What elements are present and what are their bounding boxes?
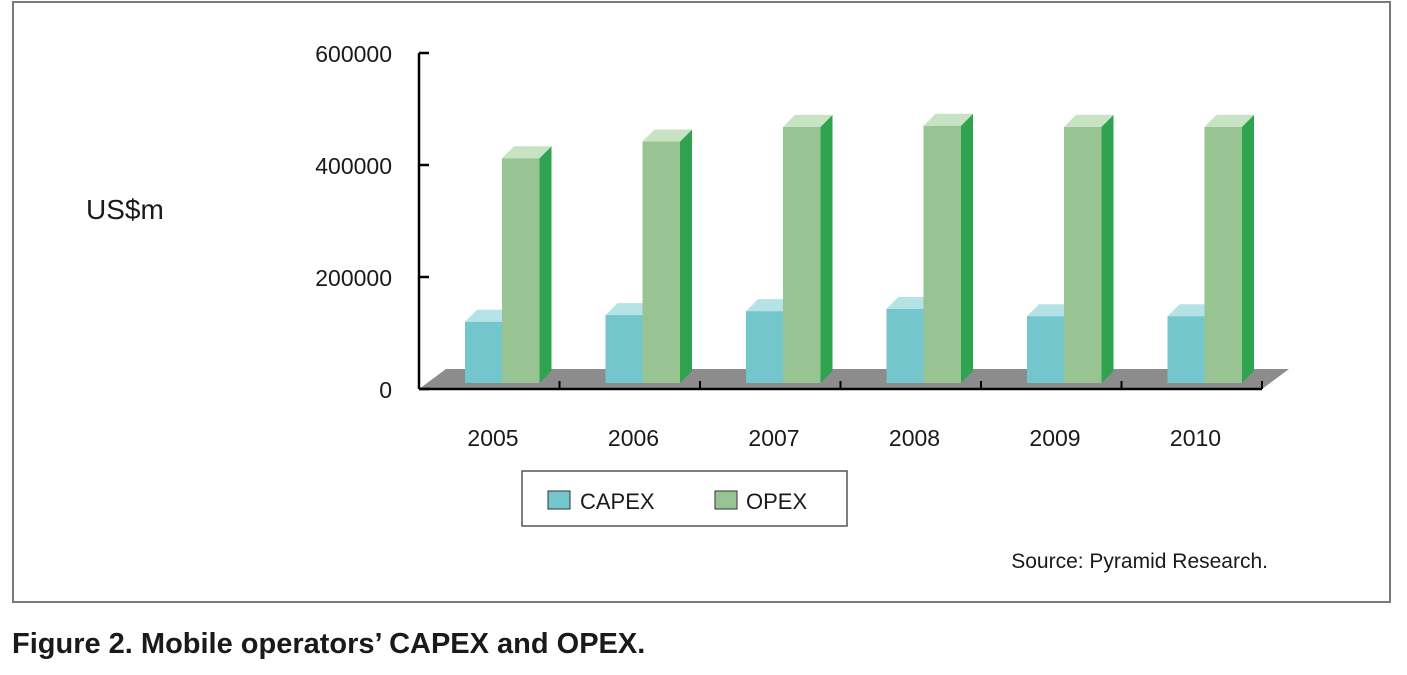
bars: [465, 113, 1254, 384]
y-tick-label: 400000: [315, 153, 392, 179]
bar-opex-2009: [1064, 114, 1114, 384]
bar-opex-2010: [1204, 114, 1254, 384]
legend-label-opex: OPEX: [746, 489, 807, 514]
bar-opex-2007: [783, 114, 833, 384]
bar-opex-2006: [642, 129, 692, 383]
x-tick-label-2009: 2009: [1029, 425, 1080, 451]
bar-opex-2008: [923, 113, 973, 384]
y-tick-label: 200000: [315, 265, 392, 291]
legend-swatch-capex: [547, 490, 571, 510]
y-tick-label: 600000: [315, 41, 392, 67]
source-note: Source: Pyramid Research.: [1011, 550, 1268, 573]
legend-swatch-opex: [714, 490, 738, 510]
legend: CAPEX OPEX: [521, 470, 848, 527]
figure-caption: Figure 2. Mobile operators’ CAPEX and OP…: [12, 628, 646, 660]
bar-opex-2005: [502, 146, 552, 383]
y-axis: 0 200000 400000 600000: [315, 41, 1263, 403]
x-tick-label-2007: 2007: [748, 425, 799, 451]
chart: 0 200000 400000 600000 2005 2006 2007 2008 2009…: [86, 41, 1289, 573]
y-axis-label: US$m: [86, 194, 164, 225]
x-axis-labels: 2005 2006 2007 2008 2009 2010: [467, 425, 1221, 451]
legend-box: [521, 470, 848, 527]
y-tick-label: 0: [379, 377, 392, 403]
x-tick-label-2010: 2010: [1170, 425, 1221, 451]
x-tick-label-2008: 2008: [889, 425, 940, 451]
legend-label-capex: CAPEX: [580, 489, 655, 514]
x-tick-label-2005: 2005: [467, 425, 518, 451]
x-tick-label-2006: 2006: [608, 425, 659, 451]
